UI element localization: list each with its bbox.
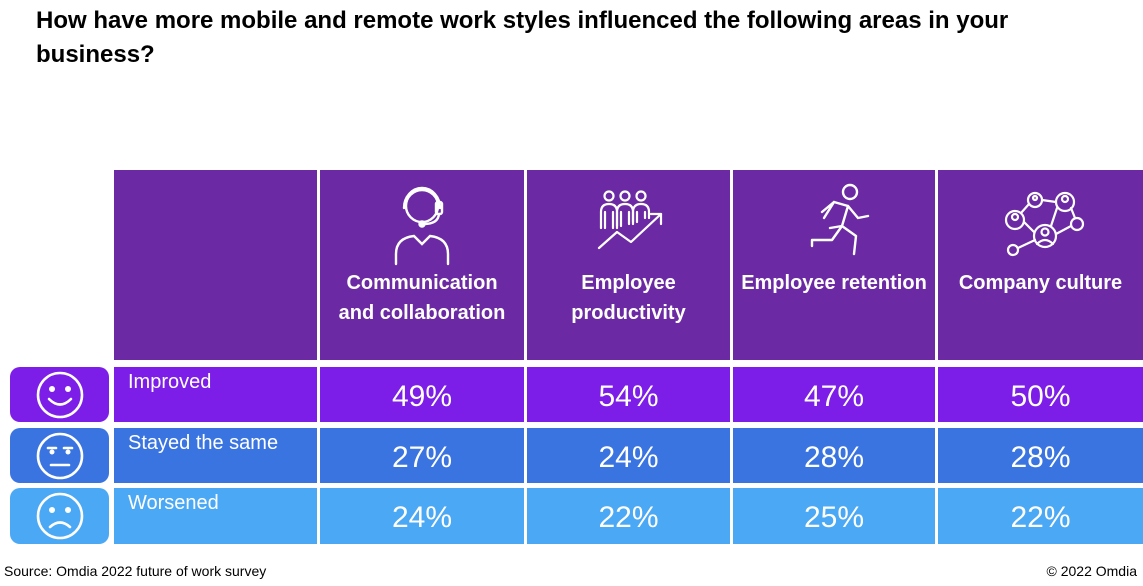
copyright-note: © 2022 Omdia [1046,563,1137,579]
value-cell-worsened-3: 25% [733,488,935,544]
source-note: Source: Omdia 2022 future of work survey [4,563,267,579]
value-cell-worsened-2: 22% [527,488,730,544]
value-cell-improved-4: 50% [938,367,1143,422]
column-header-communication: Communication and collaboration [320,170,524,360]
value-cell-improved-2: 54% [527,367,730,422]
column-header-label: Company culture [958,272,1123,294]
column-header-productivity: Employee productivity [527,170,730,360]
value-cell-same-1: 27% [320,428,524,483]
people-network-icon [1004,191,1084,257]
headset-person-icon [394,186,450,266]
same-face-badge [10,428,109,483]
column-header-label: Communication and collaboration [338,272,506,324]
column-header-retention: Employee retention [733,170,935,360]
column-header-culture: Company culture [938,170,1143,360]
row-label-same: Stayed the same [114,428,317,483]
sad-face-icon [36,492,83,540]
column-header-label: Employee retention [741,272,927,294]
neutral-face-icon [36,432,83,479]
worsened-face-badge [10,488,109,544]
row-label-improved: Improved [114,367,317,422]
header-corner-cell [114,170,317,360]
growth-team-icon [597,190,662,250]
column-header-label: Employee productivity [571,272,686,324]
value-cell-same-4: 28% [938,428,1143,483]
value-cell-improved-3: 47% [733,367,935,422]
value-cell-worsened-4: 22% [938,488,1143,544]
value-cell-same-3: 28% [733,428,935,483]
value-cell-worsened-1: 24% [320,488,524,544]
running-person-icon [810,183,870,256]
improved-face-badge [10,367,109,422]
happy-face-icon [36,371,83,418]
value-cell-improved-1: 49% [320,367,524,422]
value-cell-same-2: 24% [527,428,730,483]
chart-title: How have more mobile and remote work sty… [36,7,1009,68]
row-label-worsened: Worsened [114,488,317,544]
